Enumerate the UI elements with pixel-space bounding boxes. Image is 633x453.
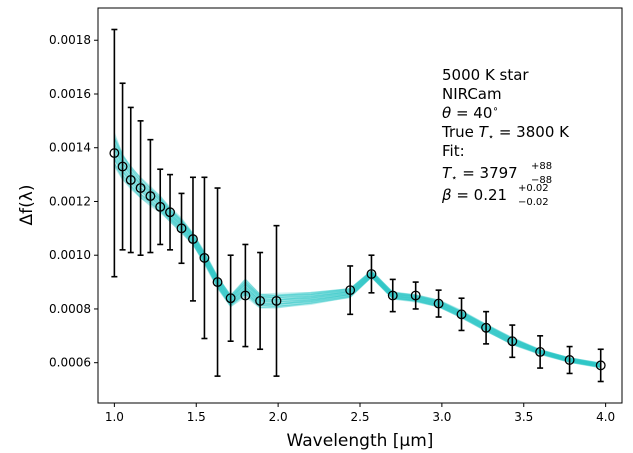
data-point bbox=[225, 293, 236, 304]
data-point bbox=[535, 346, 546, 357]
data-point bbox=[410, 290, 421, 301]
y-axis-ticks: 0.0006 0.0008 0.0010 0.0012 0.0014 0.0016 0.00… bbox=[49, 33, 98, 370]
model-curve bbox=[113, 142, 601, 365]
model-curve bbox=[113, 145, 601, 366]
x-tick-label: 1.5 bbox=[187, 410, 206, 424]
true-prefix: True bbox=[441, 123, 479, 141]
x-tick-label: 3.5 bbox=[514, 410, 533, 424]
data-point bbox=[345, 285, 356, 296]
model-curve bbox=[113, 148, 601, 367]
x-tick-label: 4.0 bbox=[596, 410, 615, 424]
data-point bbox=[564, 355, 575, 365]
data-point bbox=[109, 148, 120, 159]
data-point bbox=[456, 309, 467, 320]
model-sample-band bbox=[113, 132, 601, 369]
annotation-theta-line: θ = 40∘ bbox=[442, 104, 499, 122]
model-curve bbox=[113, 143, 601, 366]
data-point bbox=[145, 191, 156, 202]
fit-temp-star: ⋆ bbox=[451, 173, 457, 184]
model-curve bbox=[113, 147, 601, 366]
data-point bbox=[433, 298, 444, 309]
true-temp-symbol: T bbox=[479, 123, 490, 141]
model-curve bbox=[113, 143, 601, 365]
y-tick-label: 0.0008 bbox=[49, 302, 91, 316]
model-curve bbox=[113, 163, 601, 368]
true-temp-value: = 3800 K bbox=[494, 123, 570, 141]
fit-temp-symbol: T bbox=[442, 164, 453, 182]
true-temp-star: ⋆ bbox=[488, 132, 494, 143]
data-point bbox=[188, 234, 198, 245]
error-bars bbox=[111, 28, 604, 383]
fit-annotation: 5000 K star NIRCam θ = 40∘ True T⋆ = 380… bbox=[441, 66, 570, 208]
data-point bbox=[595, 360, 606, 371]
annotation-beta-line: β = 0.21 bbox=[441, 186, 507, 204]
annotation-instrument-line: NIRCam bbox=[442, 85, 502, 103]
annotation-star-line: 5000 K star bbox=[442, 66, 529, 84]
x-axis-label: Wavelength [μm] bbox=[287, 431, 434, 451]
x-tick-label: 3.0 bbox=[432, 410, 451, 424]
model-curve bbox=[113, 146, 601, 366]
fit-temp-upper: +88 bbox=[531, 161, 552, 172]
y-axis-label: Δf(λ) bbox=[17, 185, 37, 226]
beta-value: = 0.21 bbox=[452, 186, 508, 204]
y-tick-label: 0.0012 bbox=[49, 194, 91, 208]
model-curve bbox=[113, 137, 601, 365]
x-tick-label: 1.0 bbox=[105, 410, 124, 424]
data-point bbox=[155, 201, 166, 212]
x-tick-label: 2.5 bbox=[350, 410, 369, 424]
y-tick-label: 0.0006 bbox=[49, 356, 91, 370]
annotation-fit-temp-line: T⋆ = 3797 bbox=[442, 164, 518, 184]
data-point bbox=[125, 175, 136, 185]
model-curve bbox=[113, 138, 601, 365]
data-point bbox=[387, 290, 398, 301]
y-tick-label: 0.0014 bbox=[49, 141, 91, 155]
model-curve bbox=[113, 163, 601, 368]
data-point bbox=[176, 223, 187, 234]
annotation-true-temp-line: True T⋆ = 3800 K bbox=[441, 123, 570, 143]
model-curve bbox=[113, 148, 601, 366]
data-points bbox=[109, 148, 606, 371]
theta-degree: ∘ bbox=[492, 104, 498, 115]
model-curve bbox=[113, 132, 601, 364]
y-tick-label: 0.0016 bbox=[49, 87, 91, 101]
model-curve bbox=[113, 142, 601, 365]
data-point bbox=[366, 269, 377, 279]
model-curve bbox=[113, 135, 601, 364]
annotation-fit-label: Fit: bbox=[442, 142, 465, 160]
data-point bbox=[481, 322, 492, 333]
data-point bbox=[117, 161, 128, 172]
x-axis-ticks: 1.0 1.5 2.0 2.5 3.0 3.5 4.0 bbox=[105, 403, 615, 424]
beta-lower: −0.02 bbox=[518, 197, 549, 208]
model-curve bbox=[113, 140, 601, 365]
theta-symbol: θ bbox=[442, 104, 451, 122]
x-tick-label: 2.0 bbox=[269, 410, 288, 424]
data-point bbox=[135, 183, 146, 193]
data-point bbox=[199, 252, 210, 263]
theta-value: = 40 bbox=[451, 104, 492, 122]
data-point bbox=[212, 277, 223, 288]
data-point bbox=[255, 295, 266, 306]
data-point bbox=[240, 290, 251, 301]
fit-temp-lower: −88 bbox=[531, 175, 552, 186]
data-point bbox=[271, 295, 282, 306]
y-tick-label: 0.0010 bbox=[49, 248, 91, 262]
beta-symbol: β bbox=[441, 186, 452, 204]
fit-temp-value: = 3797 bbox=[457, 164, 517, 182]
beta-upper: +0.02 bbox=[518, 183, 549, 194]
model-curve bbox=[113, 147, 601, 366]
data-point bbox=[165, 207, 176, 218]
model-curve bbox=[113, 138, 601, 365]
model-curve bbox=[113, 137, 601, 365]
y-tick-label: 0.0018 bbox=[49, 33, 91, 47]
model-curve bbox=[113, 137, 601, 365]
data-point bbox=[507, 336, 518, 347]
